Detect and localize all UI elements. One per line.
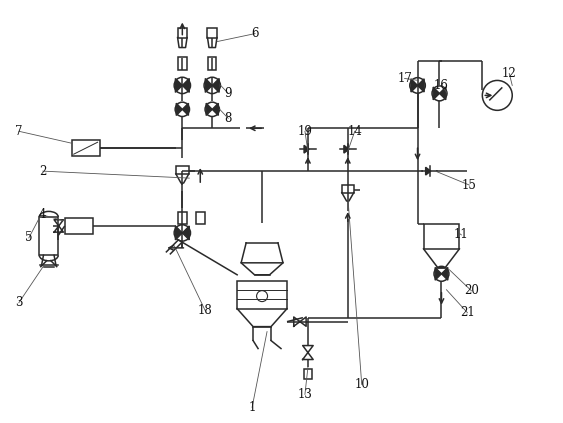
Text: 1: 1 bbox=[248, 401, 256, 414]
Bar bbox=[177, 27, 187, 38]
Polygon shape bbox=[433, 87, 440, 100]
Bar bbox=[208, 57, 216, 70]
Polygon shape bbox=[411, 79, 418, 92]
Text: 10: 10 bbox=[354, 378, 369, 391]
Polygon shape bbox=[212, 103, 218, 115]
Polygon shape bbox=[304, 146, 309, 153]
Text: 15: 15 bbox=[462, 179, 477, 192]
Text: 19: 19 bbox=[297, 125, 312, 138]
Polygon shape bbox=[418, 79, 424, 92]
Polygon shape bbox=[182, 226, 189, 240]
Bar bbox=[342, 185, 354, 192]
Text: 14: 14 bbox=[347, 125, 362, 138]
Text: 13: 13 bbox=[297, 388, 312, 401]
Text: 18: 18 bbox=[198, 304, 213, 317]
Text: 6: 6 bbox=[251, 27, 259, 40]
Text: 3: 3 bbox=[15, 296, 23, 309]
Bar bbox=[72, 140, 100, 156]
Bar bbox=[178, 57, 186, 70]
Text: 12: 12 bbox=[502, 67, 517, 80]
Bar bbox=[237, 281, 287, 309]
Polygon shape bbox=[426, 167, 431, 175]
Bar bbox=[303, 369, 312, 379]
Text: 21: 21 bbox=[460, 306, 475, 319]
Polygon shape bbox=[182, 79, 189, 92]
Text: 9: 9 bbox=[225, 87, 232, 100]
Polygon shape bbox=[435, 267, 441, 280]
Text: 5: 5 bbox=[25, 231, 33, 244]
Polygon shape bbox=[206, 103, 212, 115]
Bar bbox=[178, 212, 186, 224]
Text: 16: 16 bbox=[434, 79, 449, 92]
Bar bbox=[176, 165, 189, 174]
Bar bbox=[196, 212, 204, 224]
Polygon shape bbox=[182, 103, 189, 115]
Text: 4: 4 bbox=[39, 209, 47, 222]
Text: 7: 7 bbox=[15, 125, 23, 138]
Text: 2: 2 bbox=[39, 165, 47, 178]
Text: 11: 11 bbox=[454, 228, 469, 242]
Polygon shape bbox=[205, 79, 212, 92]
Bar bbox=[39, 217, 58, 255]
Polygon shape bbox=[212, 79, 219, 92]
Polygon shape bbox=[344, 146, 349, 153]
Polygon shape bbox=[440, 87, 446, 100]
Text: 17: 17 bbox=[397, 72, 412, 85]
Bar bbox=[65, 218, 93, 234]
Polygon shape bbox=[176, 226, 182, 240]
Text: 8: 8 bbox=[225, 112, 232, 125]
Polygon shape bbox=[176, 79, 182, 92]
Polygon shape bbox=[441, 267, 448, 280]
Text: 20: 20 bbox=[464, 284, 479, 297]
Bar bbox=[208, 27, 217, 38]
Polygon shape bbox=[176, 103, 182, 115]
Bar bbox=[423, 224, 459, 249]
